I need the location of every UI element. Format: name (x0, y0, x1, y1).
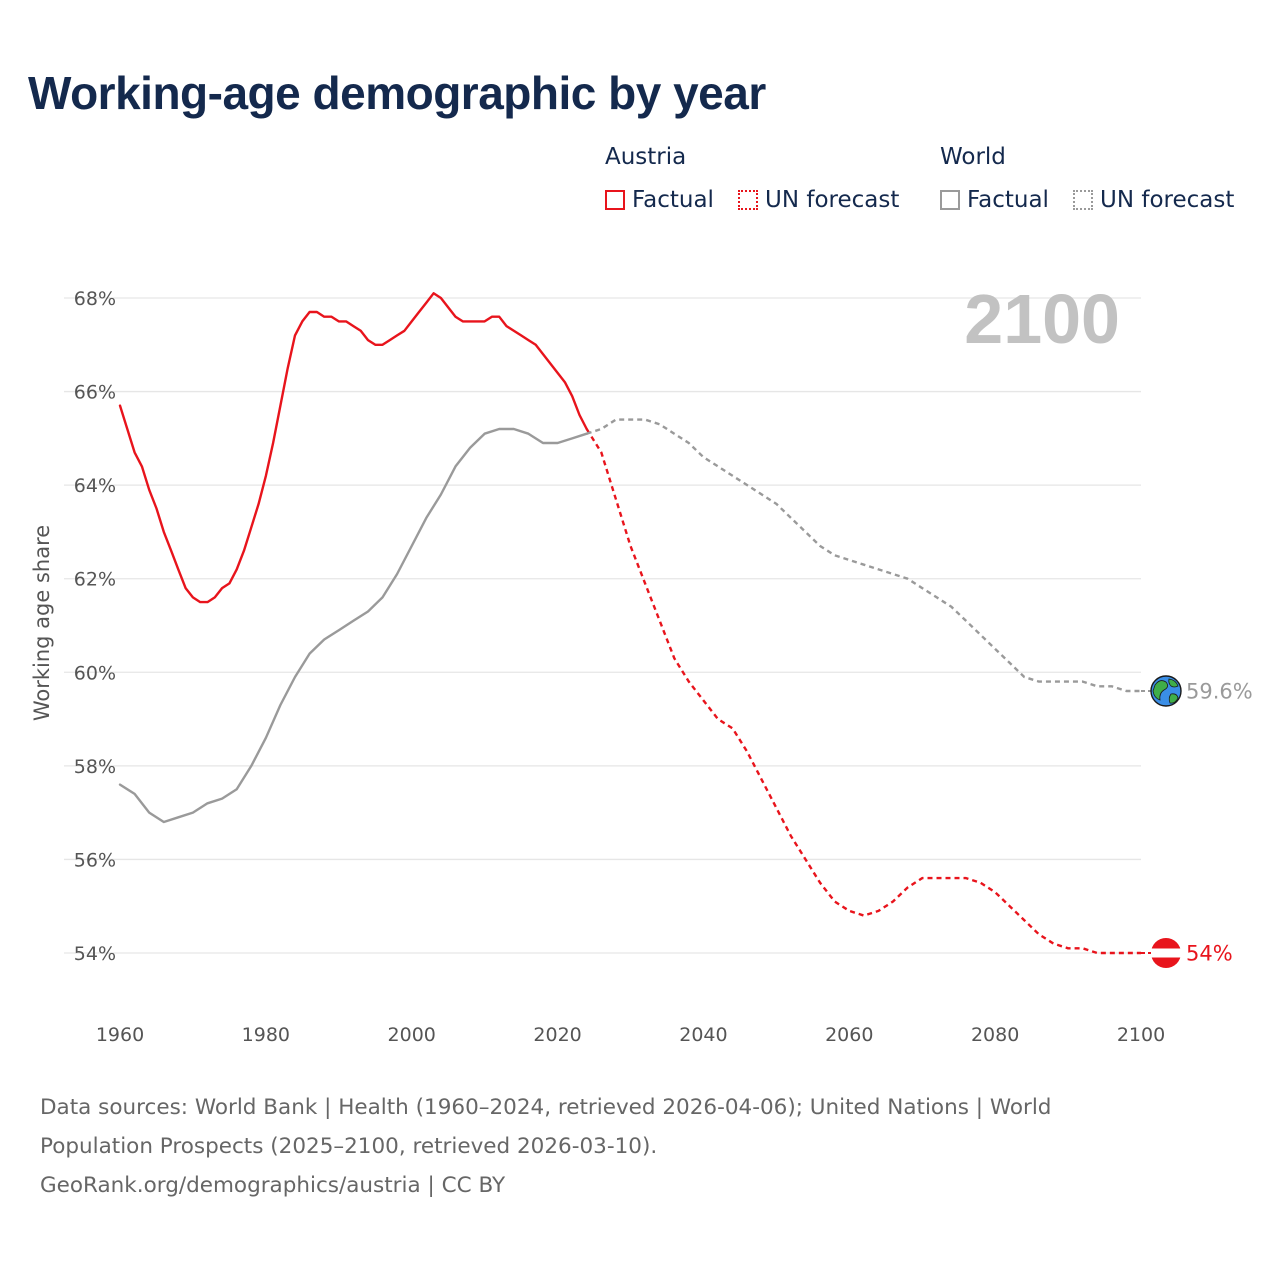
legend-swatch-solid-grey (940, 190, 960, 210)
footer: Data sources: World Bank | Health (1960–… (40, 1088, 1240, 1205)
x-tick-label: 2100 (1117, 1024, 1165, 1046)
legend-austria-factual[interactable]: Factual (605, 185, 714, 215)
legend-swatch-solid-red (605, 190, 625, 210)
end-value-label: 59.6% (1186, 680, 1253, 704)
y-tick-label: 66% (74, 382, 116, 404)
world-factual-line (118, 427, 588, 824)
source-line-2: Population Prospects (2025–2100, retriev… (40, 1134, 658, 1159)
grid (64, 297, 1141, 954)
end-value-label: 54% (1186, 942, 1233, 966)
x-tick-label: 2040 (679, 1024, 727, 1046)
end-labels: 59.6% 54% (1141, 675, 1253, 968)
y-axis-label: Working age share (30, 525, 54, 721)
x-tick-label: 2060 (825, 1024, 873, 1046)
y-tick-label: 54% (74, 943, 116, 965)
legend-label: UN forecast (1100, 187, 1235, 213)
y-tick-label: 68% (74, 288, 116, 310)
y-tick-label: 62% (74, 569, 116, 591)
y-tick-label: 56% (74, 849, 116, 871)
world-forecast-line (586, 418, 1141, 693)
globe-icon (1150, 675, 1182, 707)
legend-group-austria: Austria (605, 144, 687, 170)
series-lines (118, 292, 1141, 955)
legend-austria-forecast[interactable]: UN forecast (738, 185, 899, 215)
source-credit: GeoRank.org/demographics/austria | CC BY (40, 1173, 506, 1198)
legend-label: Factual (632, 187, 714, 213)
x-axis-ticks: 1960 1980 2000 2020 2040 2060 2080 2100 (96, 1024, 1165, 1046)
legend-swatch-dotted-grey (1073, 190, 1093, 210)
austria-flag-icon (1151, 938, 1181, 968)
legend-label: Factual (967, 187, 1049, 213)
y-tick-label: 58% (74, 756, 116, 778)
y-tick-label: 64% (74, 475, 116, 497)
austria-factual-line (118, 292, 588, 604)
x-tick-label: 2000 (388, 1024, 436, 1046)
legend-group-world: World (940, 144, 1006, 170)
x-tick-label: 2080 (971, 1024, 1019, 1046)
year-watermark: 2100 (964, 280, 1120, 358)
legend-world-forecast[interactable]: UN forecast (1073, 185, 1234, 215)
legend-swatch-dotted-red (738, 190, 758, 210)
legend-label: UN forecast (765, 187, 900, 213)
line-chart: 2100 54% 56% 58% 60% 62% 64% 66% 68% 1960 1980 20… (30, 280, 1253, 1046)
source-line-1: Data sources: World Bank | Health (1960–… (40, 1095, 1052, 1120)
x-tick-label: 2020 (533, 1024, 581, 1046)
x-tick-label: 1960 (96, 1024, 144, 1046)
chart-title: Working-age demographic by year (28, 67, 766, 119)
y-tick-label: 60% (74, 662, 116, 684)
y-axis-ticks: 54% 56% 58% 60% 62% 64% 66% 68% (74, 288, 116, 965)
austria-forecast-line (585, 428, 1141, 955)
legend-world-factual[interactable]: Factual (940, 185, 1049, 215)
x-tick-label: 1980 (242, 1024, 290, 1046)
